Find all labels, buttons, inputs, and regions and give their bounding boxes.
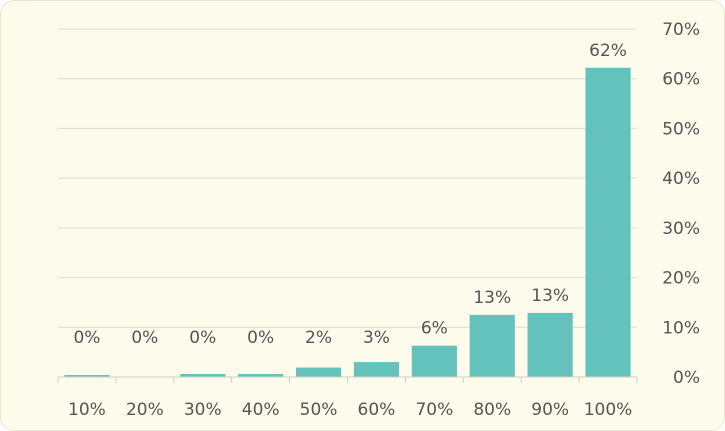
x-tick-label: 50% bbox=[300, 400, 338, 420]
y-tick-label: 30% bbox=[662, 219, 700, 239]
y-tick-label: 40% bbox=[662, 169, 700, 189]
y-tick-label: 10% bbox=[662, 318, 700, 338]
bar bbox=[527, 312, 573, 377]
data-label: 0% bbox=[189, 328, 216, 348]
y-axis-ticks: 0% 10% 20% 30% 40% 50% 60% 70% bbox=[662, 20, 700, 388]
y-tick-label: 50% bbox=[662, 119, 700, 139]
x-axis-ticks: 10% 20% 30% 40% 50% 60% 70% 80% 90% 100% bbox=[68, 400, 632, 420]
x-tick-label: 20% bbox=[126, 400, 164, 420]
x-tick-label: 60% bbox=[358, 400, 396, 420]
x-tick-label: 80% bbox=[473, 400, 511, 420]
data-label: 6% bbox=[421, 319, 448, 339]
x-tick-label: 30% bbox=[184, 400, 222, 420]
data-label: 2% bbox=[305, 328, 332, 348]
x-axis bbox=[57, 376, 638, 383]
x-tick-label: 70% bbox=[415, 400, 453, 420]
y-tick-label: 70% bbox=[662, 20, 700, 40]
x-tick-label: 40% bbox=[242, 400, 280, 420]
data-label: 13% bbox=[531, 286, 569, 306]
bar bbox=[64, 375, 110, 377]
gridlines bbox=[58, 28, 637, 328]
y-tick-label: 20% bbox=[662, 269, 700, 289]
bar bbox=[469, 314, 515, 377]
x-tick-label: 100% bbox=[584, 400, 633, 420]
bar bbox=[353, 362, 400, 377]
y-tick-label: 60% bbox=[662, 70, 700, 90]
data-label: 3% bbox=[363, 328, 390, 348]
data-label: 13% bbox=[473, 288, 511, 308]
x-tick-label: 10% bbox=[68, 400, 106, 420]
bars bbox=[64, 67, 631, 377]
data-labels: 0% 0% 0% 0% 2% 3% 6% 13% 13% 62% bbox=[73, 41, 626, 348]
data-label: 0% bbox=[73, 328, 100, 348]
y-tick-label: 0% bbox=[673, 368, 700, 388]
x-tick-label: 90% bbox=[531, 400, 569, 420]
data-label: 0% bbox=[247, 328, 274, 348]
bar bbox=[295, 367, 342, 377]
data-label: 0% bbox=[131, 328, 158, 348]
data-label: 62% bbox=[589, 41, 627, 61]
bar bbox=[411, 345, 457, 377]
bar bbox=[180, 374, 226, 377]
bar bbox=[238, 374, 284, 377]
bar bbox=[585, 67, 631, 377]
